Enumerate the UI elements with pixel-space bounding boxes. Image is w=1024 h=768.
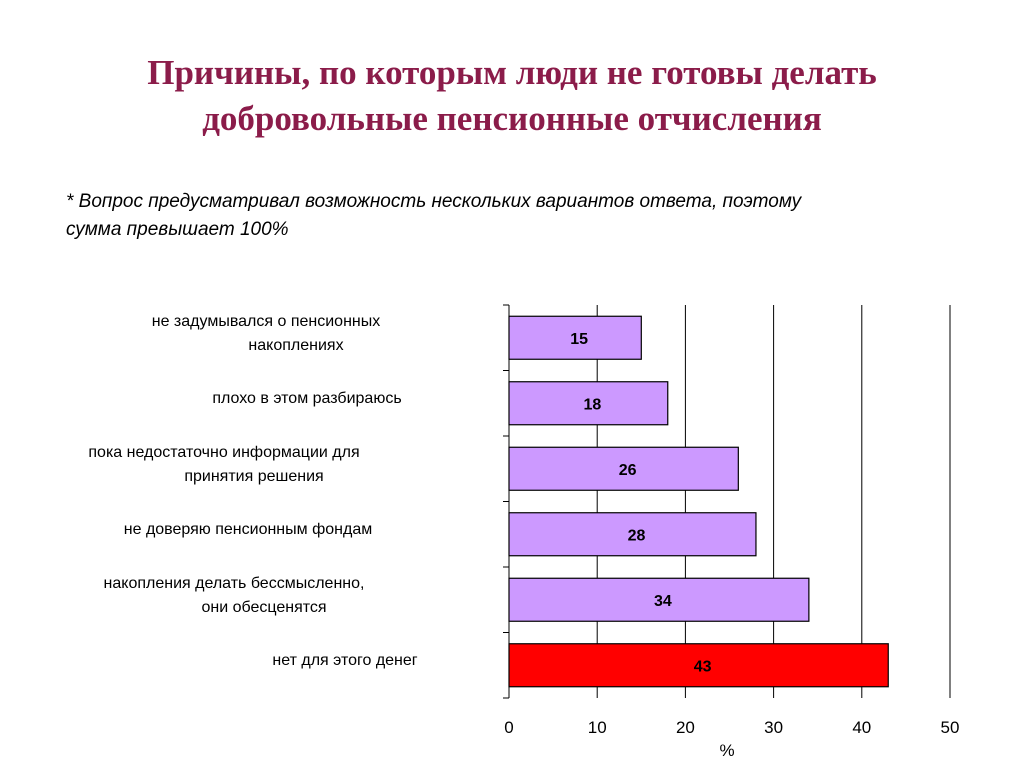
category-label-line: они обесценятся — [201, 598, 327, 616]
x-tick-label: 20 — [676, 718, 695, 737]
category-label-line: принятия решения — [184, 467, 324, 485]
x-tick-label: 40 — [852, 718, 871, 737]
bar — [508, 315, 642, 360]
x-tick-label: 0 — [504, 718, 513, 737]
bar-value-label: 34 — [654, 593, 672, 610]
category-label-line: пока недостаточно информации для — [88, 443, 360, 461]
category-label-line: не доверяю пенсионным фондам — [123, 521, 373, 539]
x-tick-label: 30 — [764, 718, 783, 737]
category-label-line: нет для этого денег — [272, 652, 418, 670]
title-line-1: Причины, по которым люди не готовы делат… — [147, 53, 877, 92]
category-label: нет для этого денег — [0, 649, 690, 673]
category-label-line: не задумывался о пенсионных — [151, 312, 381, 330]
bar-value-label: 26 — [619, 462, 637, 479]
x-tick-label: 10 — [588, 718, 607, 737]
footnote-line-2: сумма превышает 100% — [66, 219, 289, 240]
page-title: Причины, по которым люди не готовы делат… — [0, 50, 1024, 142]
bar-value-label: 43 — [694, 658, 712, 675]
category-label: пока недостаточно информации для принятия… — [0, 441, 448, 489]
x-tick-label: 50 — [941, 718, 960, 737]
bar — [508, 446, 739, 491]
category-label-line: накоплениях — [248, 336, 344, 354]
bar-value-label: 28 — [628, 527, 646, 544]
title-line-2: добровольные пенсионные отчисления — [202, 99, 822, 138]
category-label: плохо в этом разбираюсь — [0, 387, 614, 411]
footnote: * Вопрос предусматривал возможность неск… — [66, 188, 986, 244]
bar — [508, 643, 889, 688]
category-label: не доверяю пенсионным фондам — [0, 518, 496, 542]
category-label-line: плохо в этом разбираюсь — [212, 390, 402, 408]
category-label: не задумывался о пенсионных накоплениях — [0, 310, 532, 358]
bar-value-label: 18 — [583, 396, 601, 413]
x-axis-label: % — [719, 741, 734, 760]
bar — [508, 381, 669, 426]
bar-value-label: 15 — [570, 331, 588, 348]
footnote-line-1: * Вопрос предусматривал возможность неск… — [66, 191, 802, 212]
bar — [508, 512, 757, 557]
category-label: накопления делать бессмысленно, они обесц… — [0, 572, 468, 620]
bar — [508, 577, 810, 622]
category-label-line: накопления делать бессмысленно, — [103, 574, 365, 592]
